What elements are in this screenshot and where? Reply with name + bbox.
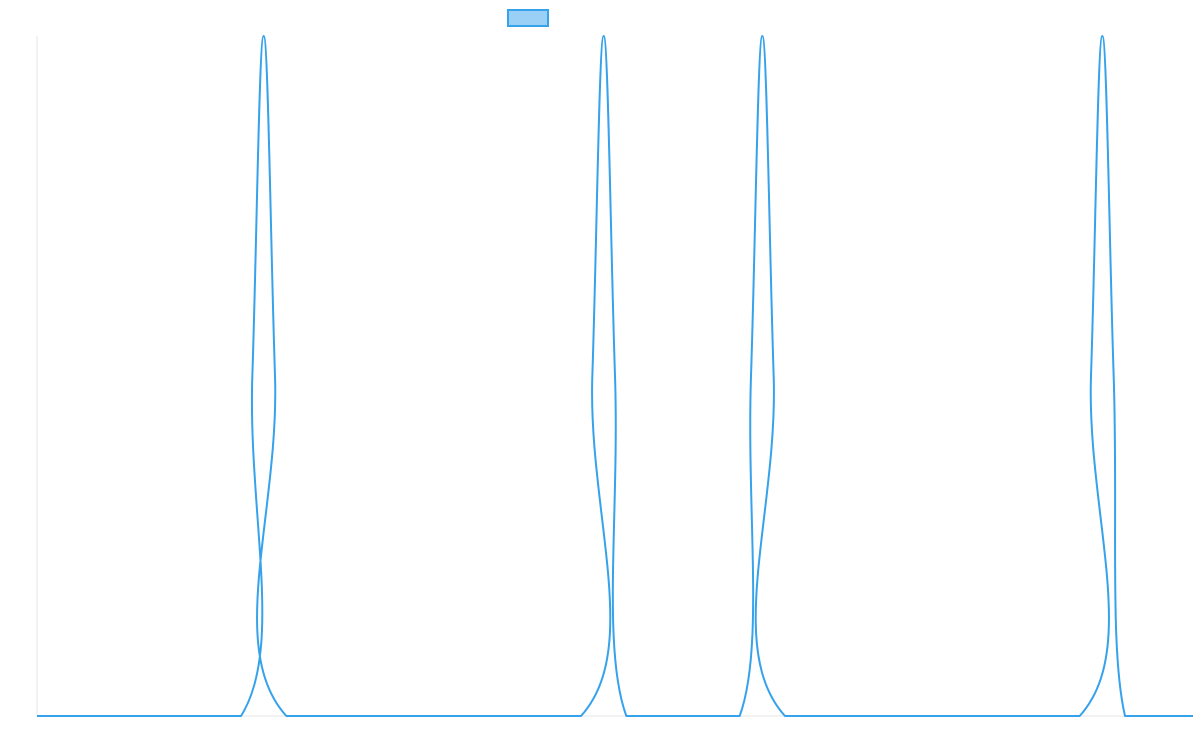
- series-line-0: [37, 35, 1193, 718]
- legend-swatch[interactable]: [507, 9, 549, 27]
- series-layer: [37, 35, 1193, 718]
- legend[interactable]: [507, 9, 549, 27]
